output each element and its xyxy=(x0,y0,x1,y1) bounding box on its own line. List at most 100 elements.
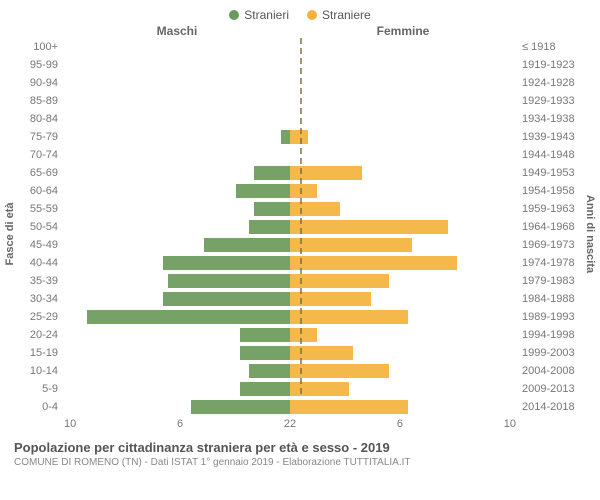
header-female: Femmine xyxy=(290,24,516,38)
bar-female xyxy=(290,400,408,414)
age-label: 10-14 xyxy=(14,365,64,377)
birth-year-label: 1949-1953 xyxy=(516,167,586,179)
age-label: 60-64 xyxy=(14,185,64,197)
bar-male xyxy=(191,400,290,414)
x-tick: 10 xyxy=(504,418,516,430)
bar-male xyxy=(163,292,290,306)
age-label: 0-4 xyxy=(14,401,64,413)
bar-pair xyxy=(64,146,516,164)
age-label: 95-99 xyxy=(14,59,64,71)
age-label: 55-59 xyxy=(14,203,64,215)
pyramid-chart: Fasce di età Anni di nascita 100+≤ 19189… xyxy=(14,38,586,430)
bar-pair xyxy=(64,38,516,56)
bar-pair xyxy=(64,290,516,308)
birth-year-label: 2009-2013 xyxy=(516,383,586,395)
bar-male xyxy=(249,220,290,234)
bar-male xyxy=(254,166,290,180)
bar-male xyxy=(240,328,290,342)
bar-pair xyxy=(64,344,516,362)
header-male: Maschi xyxy=(64,24,290,38)
bar-pair xyxy=(64,92,516,110)
bar-pair xyxy=(64,362,516,380)
bar-male xyxy=(168,274,290,288)
bar-female xyxy=(290,274,389,288)
bar-pair xyxy=(64,236,516,254)
swatch-male xyxy=(229,10,239,20)
birth-year-label: ≤ 1918 xyxy=(516,41,586,53)
bar-pair xyxy=(64,272,516,290)
chart-area: 100+ ≤ 1918 95-99 1919-1923 90-94 1924-1928 85… xyxy=(14,38,586,416)
birth-year-label: 1934-1938 xyxy=(516,113,586,125)
bar-female xyxy=(290,364,389,378)
age-label: 50-54 xyxy=(14,221,64,233)
age-label: 35-39 xyxy=(14,275,64,287)
x-tick: 6 xyxy=(397,418,403,430)
bar-pair xyxy=(64,218,516,236)
x-axis-left: 1062 xyxy=(64,418,290,430)
center-divider xyxy=(300,38,302,394)
legend: Stranieri Straniere xyxy=(14,8,586,22)
legend-label-male: Stranieri xyxy=(244,8,289,22)
birth-year-label: 1989-1993 xyxy=(516,311,586,323)
bar-male xyxy=(240,346,290,360)
bar-male xyxy=(249,364,290,378)
age-label: 65-69 xyxy=(14,167,64,179)
column-headers: Maschi Femmine xyxy=(14,24,586,38)
bar-female xyxy=(290,310,408,324)
birth-year-label: 1919-1923 xyxy=(516,59,586,71)
birth-year-label: 1924-1928 xyxy=(516,77,586,89)
bar-pair xyxy=(64,56,516,74)
bar-female xyxy=(290,220,448,234)
bar-male xyxy=(281,130,290,144)
legend-label-female: Straniere xyxy=(322,8,371,22)
birth-year-label: 1964-1968 xyxy=(516,221,586,233)
swatch-female xyxy=(307,10,317,20)
bar-female xyxy=(290,202,340,216)
chart-title: Popolazione per cittadinanza straniera p… xyxy=(14,440,586,455)
legend-item-female: Straniere xyxy=(307,8,371,22)
birth-year-label: 1929-1933 xyxy=(516,95,586,107)
bar-male xyxy=(163,256,290,270)
bar-pair xyxy=(64,200,516,218)
birth-year-label: 2014-2018 xyxy=(516,401,586,413)
bar-pair xyxy=(64,380,516,398)
birth-year-label: 1969-1973 xyxy=(516,239,586,251)
bar-pair xyxy=(64,74,516,92)
bar-pair xyxy=(64,326,516,344)
age-label: 85-89 xyxy=(14,95,64,107)
bar-pair xyxy=(64,110,516,128)
age-label: 80-84 xyxy=(14,113,64,125)
age-label: 100+ xyxy=(14,41,64,53)
age-label: 15-19 xyxy=(14,347,64,359)
age-label: 45-49 xyxy=(14,239,64,251)
birth-year-label: 2004-2008 xyxy=(516,365,586,377)
age-label: 25-29 xyxy=(14,311,64,323)
bar-female xyxy=(290,238,412,252)
birth-year-label: 1944-1948 xyxy=(516,149,586,161)
bar-pair xyxy=(64,182,516,200)
bar-male xyxy=(236,184,290,198)
x-tick: 6 xyxy=(177,418,183,430)
x-axis-right: 2 6 10 xyxy=(290,418,516,430)
age-label: 5-9 xyxy=(14,383,64,395)
birth-year-label: 1994-1998 xyxy=(516,329,586,341)
age-label: 40-44 xyxy=(14,257,64,269)
bar-pair xyxy=(64,308,516,326)
legend-item-male: Stranieri xyxy=(229,8,289,22)
bar-female xyxy=(290,382,349,396)
bar-female xyxy=(290,328,317,342)
age-label: 90-94 xyxy=(14,77,64,89)
age-label: 20-24 xyxy=(14,329,64,341)
bar-female xyxy=(290,292,371,306)
birth-year-label: 1939-1943 xyxy=(516,131,586,143)
birth-year-label: 1959-1963 xyxy=(516,203,586,215)
birth-year-label: 1979-1983 xyxy=(516,275,586,287)
bar-pair xyxy=(64,128,516,146)
x-axis: 1062 2 6 10 xyxy=(14,418,586,430)
bar-female xyxy=(290,256,457,270)
x-tick: 2 xyxy=(290,418,296,430)
bar-female xyxy=(290,184,317,198)
birth-year-label: 1974-1978 xyxy=(516,257,586,269)
birth-year-label: 1999-2003 xyxy=(516,347,586,359)
bar-male xyxy=(87,310,290,324)
